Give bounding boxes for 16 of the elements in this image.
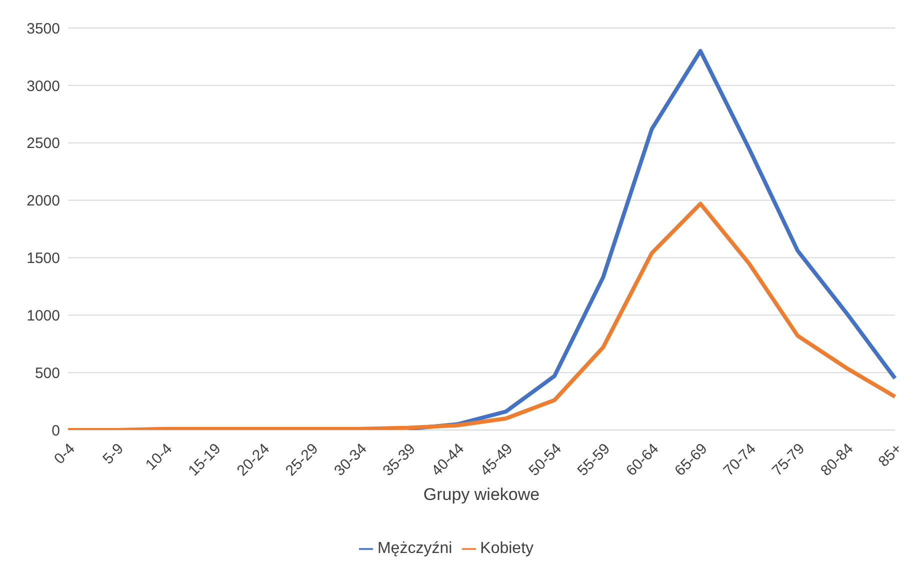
y-tick-label: 2500 <box>26 135 60 152</box>
line-series <box>66 202 897 430</box>
y-tick-label: 0 <box>52 422 60 440</box>
x-tick-label: 5-9 <box>100 440 128 468</box>
y-tick-label: 2000 <box>26 192 60 210</box>
x-tick-label: 0-4 <box>51 440 78 468</box>
x-tick-label: 85+ <box>875 440 906 470</box>
y-tick-label: 3500 <box>26 20 60 38</box>
line-series <box>406 48 897 430</box>
y-tick-label: 500 <box>34 364 60 382</box>
y-tick-label: 3000 <box>26 78 60 95</box>
x-axis-title: Grupy wiekowe <box>423 485 540 504</box>
legend-label: Mężczyźni <box>377 540 452 557</box>
y-tick-label: 1000 <box>26 307 60 324</box>
y-tick-label: 1500 <box>26 250 60 268</box>
legend-label: Kobiety <box>480 540 534 557</box>
